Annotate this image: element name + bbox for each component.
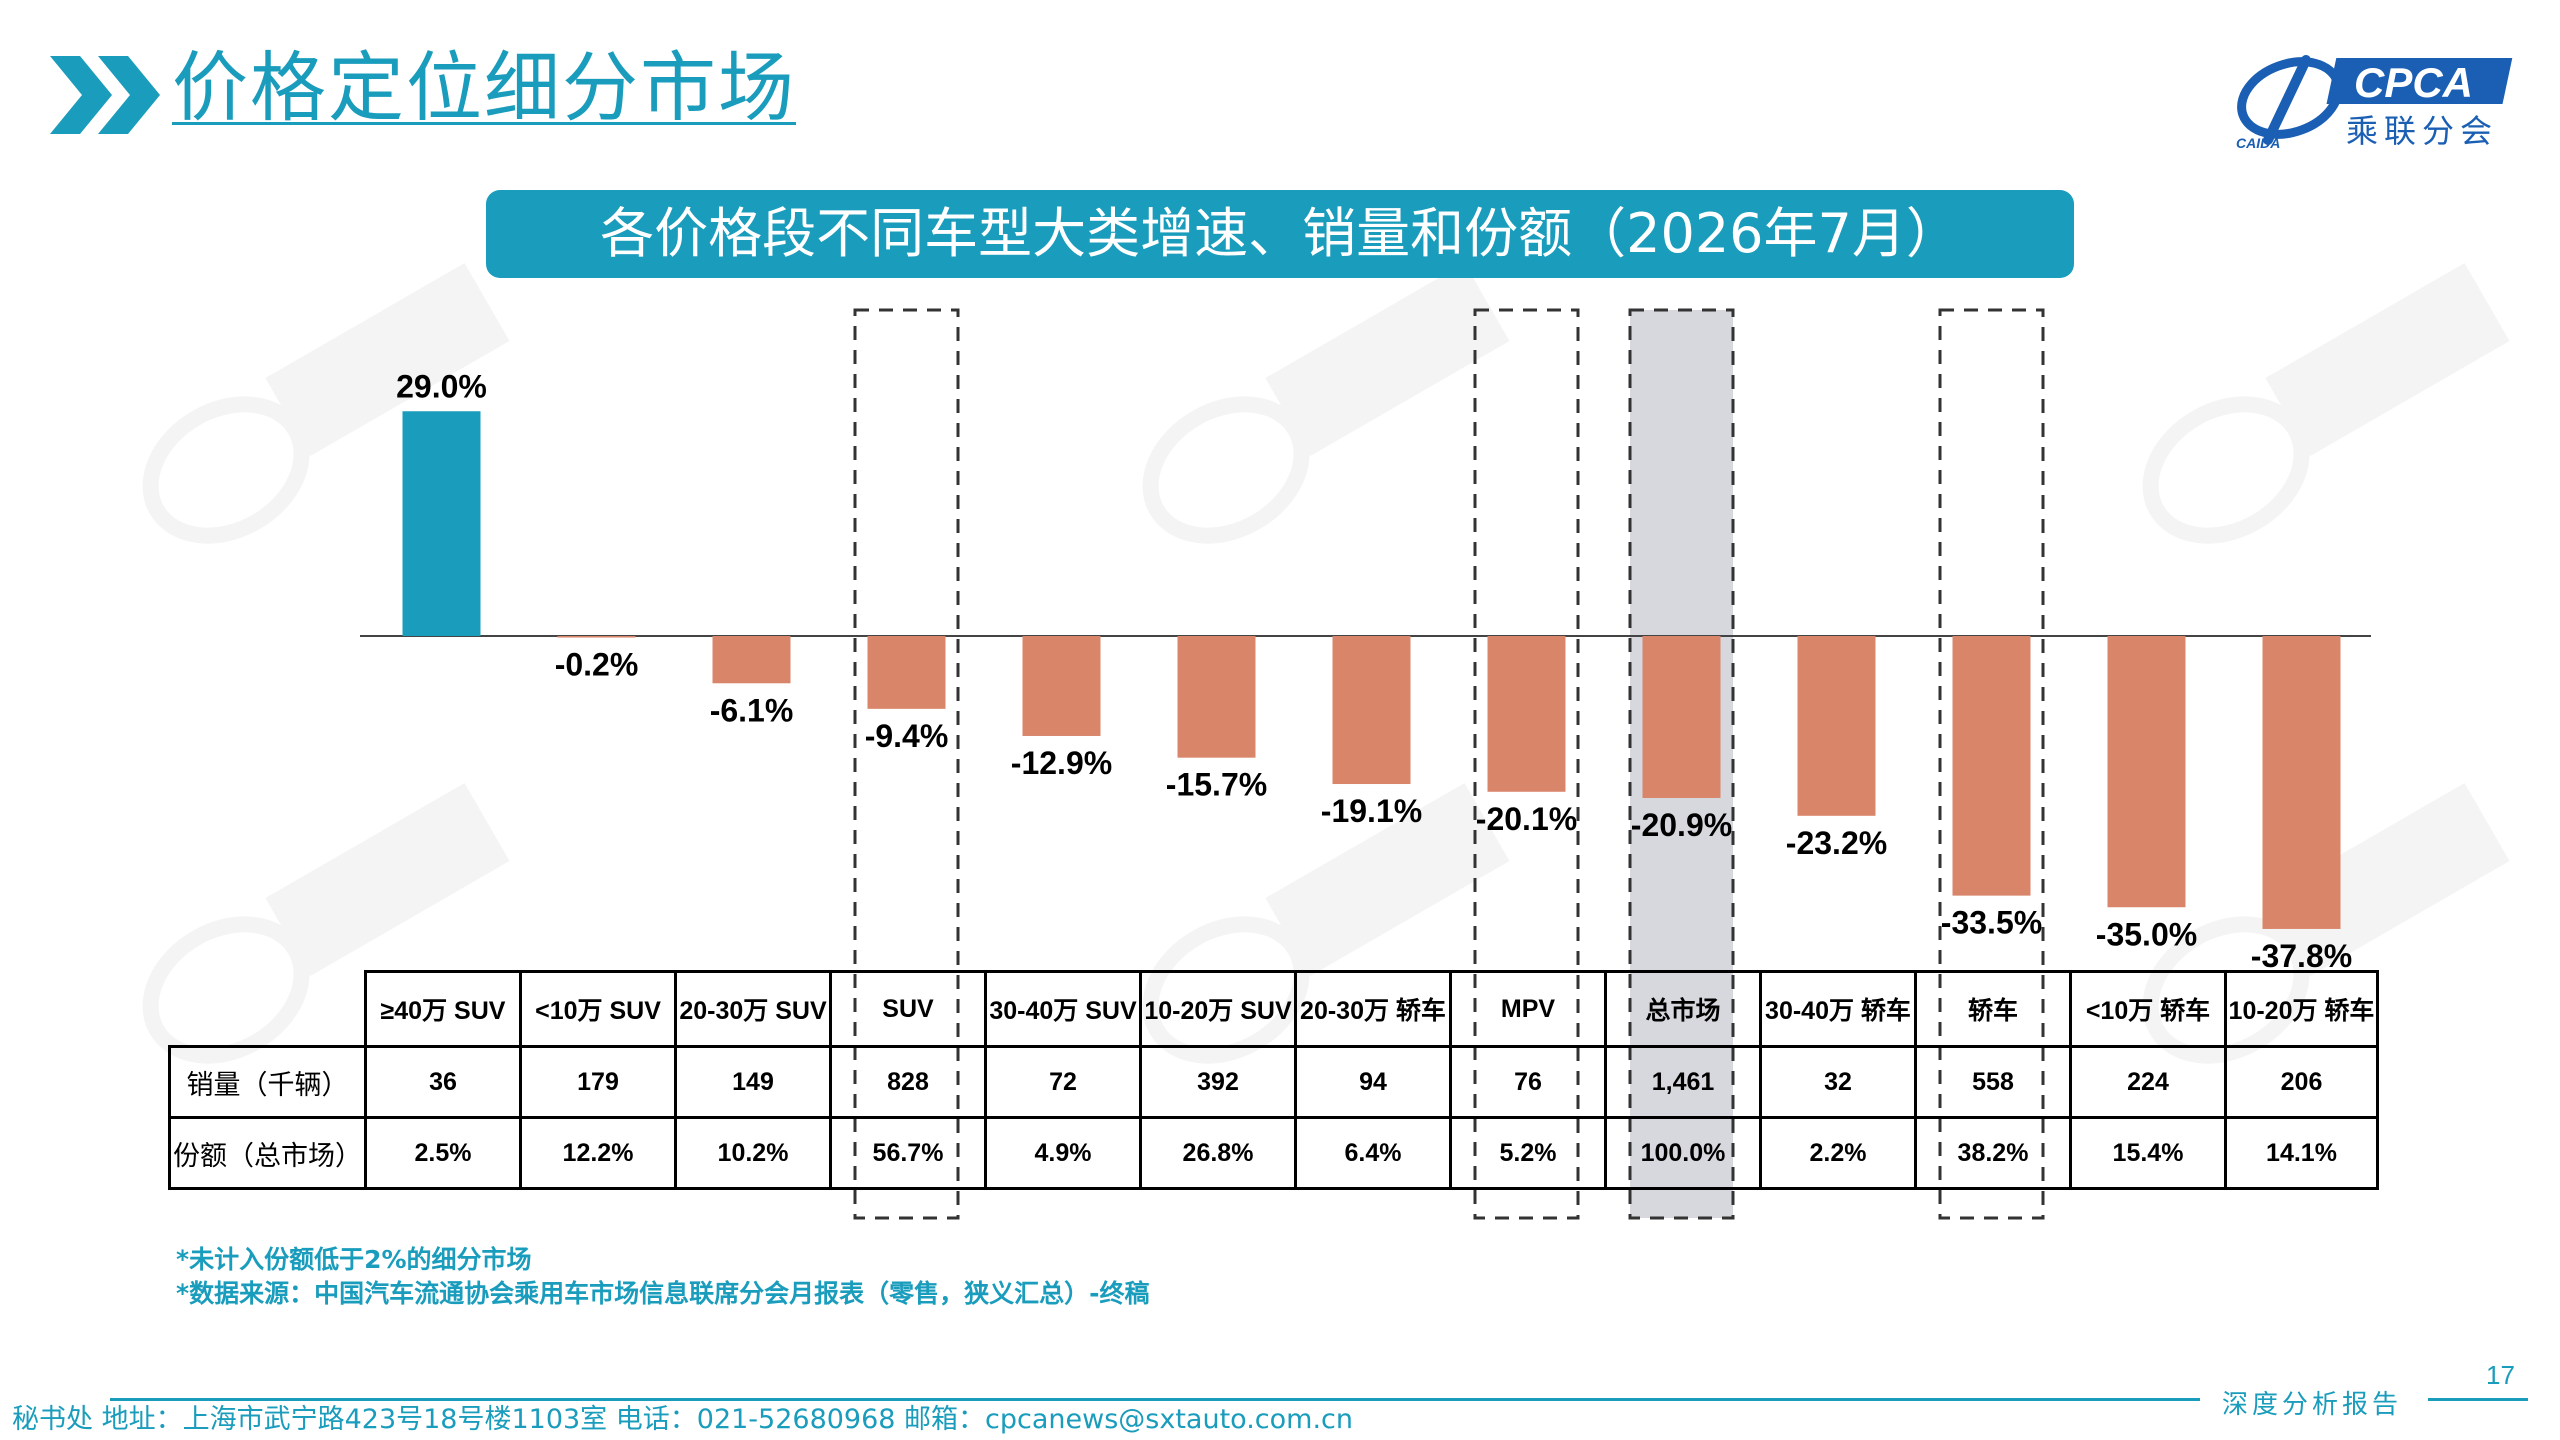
bar xyxy=(1487,636,1566,792)
bar xyxy=(1022,636,1101,736)
table-header-cell: 轿车 xyxy=(1914,970,2072,1048)
table-header-cell: 10-20万 SUV xyxy=(1139,970,1297,1048)
table-header-cell: 总市场 xyxy=(1604,970,1762,1048)
cpca-logo: CAIDA CPCA 乘联分会 xyxy=(2236,55,2513,150)
chevrons-icon xyxy=(50,56,160,134)
bar xyxy=(557,636,636,638)
table-cell: 12.2% xyxy=(519,1116,677,1190)
table-cell: 2.2% xyxy=(1759,1116,1917,1190)
footer-divider xyxy=(110,1398,2200,1401)
table-header-cell: 30-40万 SUV xyxy=(984,970,1142,1048)
footer-divider-right xyxy=(2428,1398,2528,1401)
table-cell: 72 xyxy=(984,1045,1142,1119)
table-header-cell: <10万 轿车 xyxy=(2069,970,2227,1048)
bar xyxy=(1332,636,1411,785)
table-cell: 206 xyxy=(2224,1045,2379,1119)
table-row-label: 销量（千辆） xyxy=(168,1045,367,1119)
data-label: -33.5% xyxy=(1941,905,2042,941)
table-header-cell: 30-40万 轿车 xyxy=(1759,970,1917,1048)
table-cell: 558 xyxy=(1914,1045,2072,1119)
table-cell: 4.9% xyxy=(984,1116,1142,1190)
chart-banner-title: 各价格段不同车型大类增速、销量和份额（2026年7月） xyxy=(486,190,2074,278)
logo-small-text: CAIDA xyxy=(2236,135,2280,150)
footnote-share: *未计入份额低于2%的细分市场 xyxy=(176,1245,532,1274)
bar xyxy=(1177,636,1256,758)
bar xyxy=(402,411,481,636)
data-label: -20.1% xyxy=(1476,801,1577,837)
table-cell: 56.7% xyxy=(829,1116,987,1190)
data-label: -37.8% xyxy=(2251,938,2352,974)
table-cell: 2.5% xyxy=(364,1116,522,1190)
logo-subtext: 乘联分会 xyxy=(2346,112,2498,150)
table-cell: 392 xyxy=(1139,1045,1297,1119)
table-row: 份额（总市场） 2.5% 12.2% 10.2% 56.7% 4.9% 26.8% 6.4% 5… xyxy=(168,1116,2379,1190)
dashed-group-box xyxy=(1473,308,1580,1220)
table-header-cell: 20-30万 SUV xyxy=(674,970,832,1048)
data-label: -9.4% xyxy=(865,718,949,754)
table-header-row: ≥40万 SUV <10万 SUV 20-30万 SUV SUV 30-40万 SUV 1… xyxy=(169,970,2379,1048)
table-cell: 149 xyxy=(674,1045,832,1119)
data-label: 29.0% xyxy=(396,368,487,404)
table-cell: 5.2% xyxy=(1449,1116,1607,1190)
data-label: -35.0% xyxy=(2096,916,2197,952)
table-header-cell: 20-30万 轿车 xyxy=(1294,970,1452,1048)
footnote-source: *数据来源：中国汽车流通协会乘用车市场信息联席分会月报表（零售，狭义汇总）-终稿 xyxy=(176,1279,1150,1308)
table-cell: 828 xyxy=(829,1045,987,1119)
table-header-cell: ≥40万 SUV xyxy=(364,970,522,1048)
table-cell: 100.0% xyxy=(1604,1116,1762,1190)
page-title: 价格定位细分市场 xyxy=(172,43,796,132)
table-header-cell: SUV xyxy=(829,970,987,1048)
table-cell: 38.2% xyxy=(1914,1116,2072,1190)
table-cell: 179 xyxy=(519,1045,677,1119)
logo-text: CPCA xyxy=(2354,59,2473,106)
report-type: 深度分析报告 xyxy=(2222,1390,2403,1420)
footnotes: *未计入份额低于2%的细分市场 *数据来源：中国汽车流通协会乘用车市场信息联席分… xyxy=(176,1243,1149,1311)
bar xyxy=(1642,636,1721,798)
table-cell: 32 xyxy=(1759,1045,1917,1119)
data-label: -15.7% xyxy=(1166,767,1267,803)
bar xyxy=(867,636,946,709)
bar xyxy=(2262,636,2341,929)
table-header-cell: <10万 SUV xyxy=(519,970,677,1048)
data-label: -0.2% xyxy=(555,647,639,683)
bar xyxy=(2107,636,2186,908)
table-cell: 6.4% xyxy=(1294,1116,1452,1190)
sales-share-table: ≥40万 SUV <10万 SUV 20-30万 SUV SUV 30-40万 SUV 1… xyxy=(168,970,2379,1190)
table-header-cell: 10-20万 轿车 xyxy=(2224,970,2379,1048)
table-row-label: 份额（总市场） xyxy=(168,1116,367,1190)
table-cell: 14.1% xyxy=(2224,1116,2379,1190)
data-label: -12.9% xyxy=(1011,745,1112,781)
table-header-cell: MPV xyxy=(1449,970,1607,1048)
bar xyxy=(712,636,791,684)
table-cell: 26.8% xyxy=(1139,1116,1297,1190)
data-label: -23.2% xyxy=(1786,825,1887,861)
data-label: -20.9% xyxy=(1631,807,1732,843)
bar xyxy=(1797,636,1876,816)
table-cell: 224 xyxy=(2069,1045,2227,1119)
table-cell: 94 xyxy=(1294,1045,1452,1119)
data-label: -6.1% xyxy=(710,692,794,728)
table-cell: 15.4% xyxy=(2069,1116,2227,1190)
table-row: 销量（千辆） 36 179 149 828 72 392 94 76 1,461 32 558 224 2… xyxy=(168,1045,2379,1119)
table-corner xyxy=(169,971,367,1048)
dashed-group-box xyxy=(1628,308,1735,1220)
table-cell: 1,461 xyxy=(1604,1045,1762,1119)
dashed-group-box xyxy=(1938,308,2045,1220)
footer-contact: 秘书处 地址：上海市武宁路423号18号楼1103室 电话：021-526809… xyxy=(12,1404,1354,1435)
table-cell: 76 xyxy=(1449,1045,1607,1119)
page-number: 17 xyxy=(2486,1360,2515,1390)
table-cell: 36 xyxy=(364,1045,522,1119)
bar xyxy=(1952,636,2031,896)
table-cell: 10.2% xyxy=(674,1116,832,1190)
data-label: -19.1% xyxy=(1321,793,1422,829)
dashed-group-box xyxy=(853,308,960,1220)
